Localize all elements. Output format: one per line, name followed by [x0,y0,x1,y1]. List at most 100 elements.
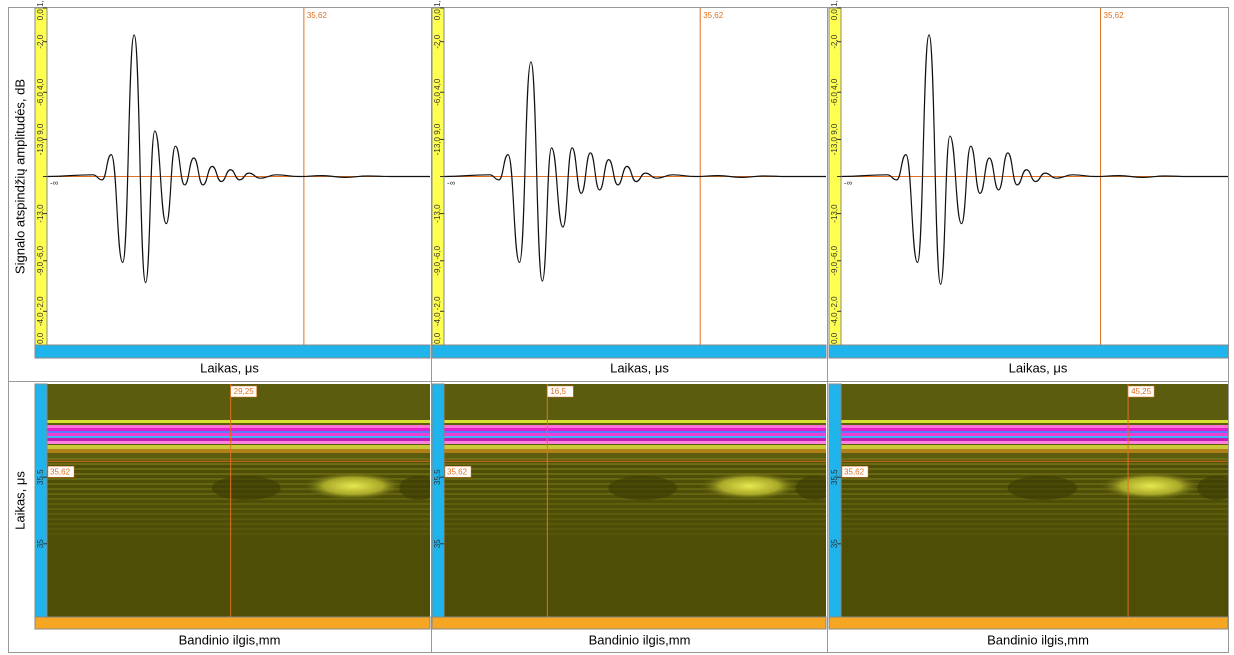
bscan-band [47,449,430,453]
plot: 34.53535.53635,62 [47,8,430,356]
bscan-stripe [47,513,430,515]
y-tick-label: 35 [36,539,45,548]
cursor-x-label: 16,5 [550,387,566,396]
y-tick-label: -2,0 [830,34,839,48]
y-tick-label: -∞ [447,179,456,188]
bscan-band [841,428,1228,431]
bscan-band [841,438,1228,441]
y-tick-label: 35.5 [36,469,45,485]
y-ruler [35,384,47,617]
bscan-band [841,420,1228,423]
bscan-band [47,431,430,433]
bscan-stripe [444,468,826,470]
bscan-band [444,449,826,453]
bscan-stripe [841,463,1228,465]
bscan-band [444,431,826,433]
y-tick-label: 0,0 1,0 [36,0,45,20]
y-tick-label: -6,0 4,0 [36,78,45,106]
bscan-stripe [47,458,430,460]
bscan-band [841,431,1228,433]
bscan-stripe [47,518,430,520]
y-axis-label: Laikas, μs [12,471,27,530]
bscan-stripe [444,508,826,510]
y-tick-label: 35 [433,539,442,548]
bscan-stripe [47,468,430,470]
bscan-stripe [444,513,826,515]
x-bar [829,617,1228,629]
bscan-stripe [47,528,430,530]
plot: 34.53535.53635,62 [841,8,1228,356]
bscan-band [841,441,1228,444]
y-tick-label: -13,0 [830,204,839,223]
y-axis-label: Signalo atspindžių amplitudės, dB [12,79,27,274]
y-ruler [829,384,841,617]
y-tick-label: -13,0 9,0 [433,123,442,155]
bscan-stripe [47,523,430,525]
bscan-band [444,433,826,436]
bscan-band [47,438,430,441]
y-tick-label: -2,0 [433,34,442,48]
bscan-band [444,428,826,431]
bscan-band [47,441,430,444]
bscan-band [444,445,826,449]
y-tick-label: -2,0 [36,34,45,48]
bscan-band [841,445,1228,449]
cursor-x-label: 35,62 [1104,11,1125,20]
bscan-stripe [444,463,826,465]
bscan-stripe [841,508,1228,510]
cursor-x-label: 35,62 [703,11,724,20]
bscan-stripe [841,518,1228,520]
cursor-y-label: 35,62 [844,467,865,476]
y-tick-label: -13,0 9,0 [830,123,839,155]
bscan-blob [1100,472,1201,500]
bscan-band [47,425,430,428]
bscan-stripe [841,533,1228,535]
y-tick-label: 0,0 1,0 [830,0,839,20]
x-axis-label: Laikas, μs [200,360,259,375]
x-axis-label: Laikas, μs [610,360,669,375]
bscan-band [47,436,430,438]
bscan-band [47,445,430,449]
y-tick-label: -13,0 9,0 [36,123,45,155]
bscan-stripe [444,528,826,530]
bscan-blob [212,476,281,500]
x-bar [35,617,430,629]
bscan-band [841,449,1228,453]
bscan-band [47,420,430,423]
bscan-band [841,425,1228,428]
y-tick-label: -9,0 -6,0 [36,245,45,275]
x-bar [829,345,1228,358]
y-tick-label: 35 [830,539,839,548]
bscan-stripe [444,518,826,520]
bscan-stripe [841,513,1228,515]
bscan-band [444,425,826,428]
x-axis-label: Bandinio ilgis,mm [179,632,281,647]
y-tick-label: -∞ [844,179,853,188]
bscan-blob [700,472,799,500]
y-tick-label: -13,0 [433,204,442,223]
cursor-x-label: 35,62 [307,11,328,20]
y-tick-label: 35.5 [830,469,839,485]
bscan-stripe [841,503,1228,505]
x-bar [35,345,430,358]
figure: 34.53535.53635,620,0 1,0-2,0-6,0 4,0-13,… [0,0,1234,655]
bscan-stripe [47,533,430,535]
y-tick-label: -6,0 4,0 [830,78,839,106]
bscan-stripe [47,463,430,465]
bscan-stripe [444,458,826,460]
y-tick-label: -9,0 -6,0 [433,245,442,275]
bscan-band [444,436,826,438]
bscan-band [841,436,1228,438]
y-tick-label: 0,0 1,0 [433,0,442,20]
x-axis-label: Bandinio ilgis,mm [987,632,1089,647]
bscan-band [444,438,826,441]
bscan-blob [304,472,404,500]
bscan-stripe [444,533,826,535]
y-tick-label: 35.5 [433,469,442,485]
y-ruler [432,384,444,617]
y-tick-label: -4,0 -2,0 [433,296,442,326]
bscan-stripe [841,528,1228,530]
y-tick-label: -4,0 -2,0 [36,296,45,326]
